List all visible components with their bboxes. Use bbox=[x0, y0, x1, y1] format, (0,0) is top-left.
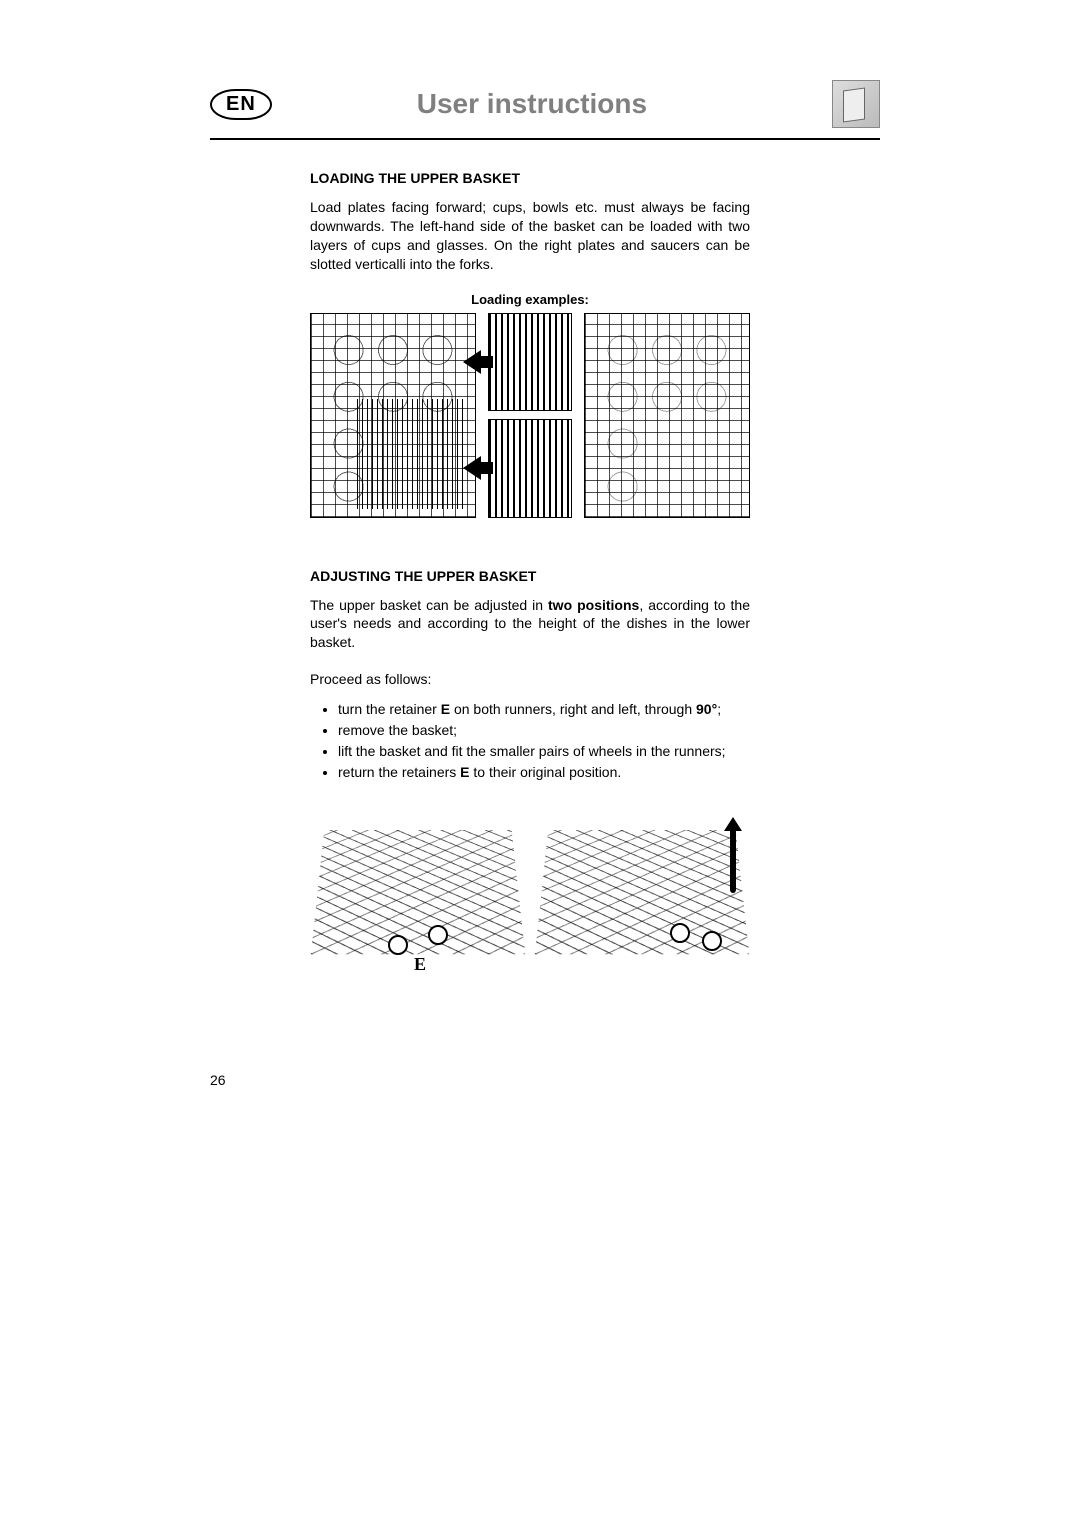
section2-paragraph: The upper basket can be adjusted in two … bbox=[310, 596, 750, 653]
arrow-left-icon bbox=[463, 456, 481, 480]
lift-arrow-icon bbox=[730, 823, 736, 893]
page: EN User instructions LOADING THE UPPER B… bbox=[0, 0, 1080, 1528]
header-divider bbox=[210, 138, 880, 140]
loading-figure-left bbox=[310, 313, 476, 518]
loading-examples-caption: Loading examples: bbox=[310, 292, 750, 307]
section-heading-adjusting: ADJUSTING THE UPPER BASKET bbox=[310, 568, 750, 584]
b4-pre: return the retainers bbox=[338, 764, 460, 780]
adjust-figure-row: E bbox=[310, 813, 750, 973]
insert-bottom bbox=[488, 419, 571, 518]
page-title: User instructions bbox=[232, 88, 832, 120]
procedure-list: turn the retainer E on both runners, rig… bbox=[338, 699, 750, 783]
loading-examples-figure bbox=[310, 313, 750, 518]
lift-arrowhead-icon bbox=[724, 817, 742, 831]
insert-top bbox=[488, 313, 571, 412]
wheel-icon bbox=[702, 931, 722, 951]
loading-figure-right bbox=[584, 313, 750, 518]
loading-figure-middle bbox=[488, 313, 571, 518]
dishwasher-icon bbox=[832, 80, 880, 128]
arrow-left-icon bbox=[463, 350, 481, 374]
b1-bold2: 90° bbox=[696, 701, 717, 717]
wheel-icon bbox=[670, 923, 690, 943]
b4-bold: E bbox=[460, 764, 469, 780]
b1-post: ; bbox=[717, 701, 721, 717]
page-number: 26 bbox=[210, 1072, 226, 1088]
list-item: remove the basket; bbox=[338, 720, 750, 741]
plate-tines bbox=[357, 399, 467, 509]
para2-pre: The upper basket can be adjusted in bbox=[310, 597, 548, 613]
b1-pre: turn the retainer bbox=[338, 701, 441, 717]
cups-circles-light bbox=[593, 322, 741, 509]
adjust-figure-left: E bbox=[318, 813, 518, 973]
proceed-label: Proceed as follows: bbox=[310, 670, 750, 689]
b4-post: to their original position. bbox=[470, 764, 622, 780]
list-item: return the retainers E to their original… bbox=[338, 762, 750, 783]
wheel-icon bbox=[428, 925, 448, 945]
header-row: EN User instructions bbox=[210, 80, 880, 128]
list-item: lift the basket and fit the smaller pair… bbox=[338, 741, 750, 762]
section1-paragraph: Load plates facing forward; cups, bowls … bbox=[310, 198, 750, 274]
adjust-figure-right bbox=[542, 813, 742, 973]
b1-mid: on both runners, right and left, through bbox=[450, 701, 696, 717]
wheel-icon bbox=[388, 935, 408, 955]
b1-bold1: E bbox=[441, 701, 450, 717]
para2-bold: two positions bbox=[548, 597, 639, 613]
retainer-e-label: E bbox=[414, 954, 426, 975]
iso-rack bbox=[311, 830, 525, 954]
content-column: LOADING THE UPPER BASKET Load plates fac… bbox=[310, 170, 750, 973]
section-heading-loading: LOADING THE UPPER BASKET bbox=[310, 170, 750, 186]
list-item: turn the retainer E on both runners, rig… bbox=[338, 699, 750, 720]
